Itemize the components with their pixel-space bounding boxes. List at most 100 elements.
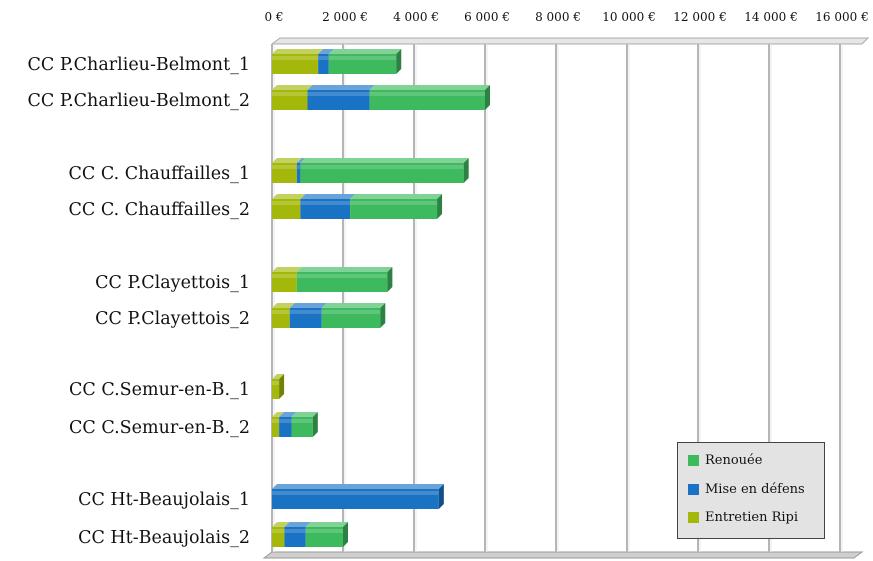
- bar-segment-highlight: [272, 274, 297, 278]
- category-label: CC C.Semur-en-B._1: [69, 380, 250, 400]
- bar-segment-top: [272, 522, 290, 527]
- bar-segment: [272, 417, 280, 437]
- bar-segment-highlight: [272, 491, 439, 495]
- bar-segment-highlight: [296, 165, 301, 169]
- plot-floor: [262, 551, 864, 559]
- legend-swatch-entretien-ripi: [688, 511, 699, 523]
- bar-segment-top: [318, 49, 334, 54]
- bar-segment-top: [272, 412, 285, 417]
- plot-top-edge: [270, 37, 870, 45]
- bar-segment-top: [279, 412, 297, 417]
- bar-end-face: [463, 158, 469, 183]
- bar-segment-highlight: [305, 529, 343, 533]
- bar-end-face: [343, 522, 348, 547]
- bar-segment-top: [289, 303, 327, 308]
- x-tick-label: 14 000 €: [744, 10, 797, 24]
- bar-segment-top: [272, 49, 324, 54]
- bar-segment-top: [272, 158, 302, 163]
- bar-end-face: [485, 85, 490, 110]
- bar-segment-top: [300, 194, 356, 199]
- bar-segment-top: [272, 267, 302, 272]
- bar-segment-top: [284, 522, 311, 527]
- bar-end-face: [279, 374, 285, 399]
- x-tick-label: 16 000 €: [815, 10, 868, 24]
- bar-segment-highlight: [272, 419, 280, 423]
- bar-segment-top: [307, 85, 375, 90]
- bar-segment-top: [305, 522, 348, 527]
- x-tick-label: 8 000 €: [535, 10, 581, 24]
- bar-segment-highlight: [272, 529, 285, 533]
- legend-swatch-renouee: [688, 454, 699, 466]
- bar-segment-highlight: [272, 310, 290, 314]
- bar-segment-top: [272, 303, 295, 308]
- legend-item-mise-en-defens: Mise en défens: [688, 480, 805, 498]
- category-label: CC C. Chauffailles_1: [69, 164, 250, 184]
- bar-segment-highlight: [300, 201, 351, 205]
- x-tick-label: 6 000 €: [464, 10, 510, 24]
- bar-segment-top: [300, 158, 469, 163]
- legend-item-entretien-ripi: Entretien Ripi: [688, 508, 798, 526]
- bar-segment-highlight: [291, 419, 313, 423]
- bar-segment-top: [328, 49, 402, 54]
- bar-segment-top: [291, 412, 318, 417]
- bar-segment: [318, 54, 329, 74]
- bar-segment-highlight: [272, 165, 297, 169]
- legend-label-mise-en-defens: Mise en défens: [705, 481, 805, 497]
- legend-label-entretien-ripi: Entretien Ripi: [705, 509, 798, 525]
- legend-item-renouee: Renouée: [688, 451, 762, 469]
- category-label: CC C.Semur-en-B._2: [69, 418, 250, 438]
- bar-end-face: [387, 267, 393, 292]
- legend-label-renouee: Renouée: [705, 452, 763, 468]
- x-tick-labels: 0 € 2 000 € 4 000 € 6 000 € 8 000 € 10 000 € 1…: [264, 10, 868, 24]
- bar-segment-top: [296, 158, 306, 163]
- bar-segment-top: [350, 194, 443, 199]
- x-tick-label: 0 €: [264, 10, 283, 24]
- category-label: CC P.Clayettois_2: [95, 309, 250, 329]
- bar-end-face: [380, 303, 386, 328]
- bar-segment-highlight: [328, 56, 397, 60]
- bar-segment-highlight: [289, 310, 322, 314]
- x-tick-label: 10 000 €: [602, 10, 655, 24]
- category-label: CC P.Charlieu-Belmont_2: [28, 91, 250, 111]
- bar-end-face: [437, 194, 443, 219]
- x-tick-label: 2 000 €: [322, 10, 368, 24]
- bar-segment-top: [272, 85, 313, 90]
- bar-end-face: [312, 412, 318, 437]
- bar-segment-highlight: [272, 381, 280, 385]
- category-label: CC C. Chauffailles_2: [69, 200, 250, 220]
- bar-segment-highlight: [272, 201, 301, 205]
- bar-segment-top: [296, 267, 393, 272]
- category-label: CC Ht-Beaujolais_2: [78, 528, 250, 548]
- bar-segment-highlight: [272, 56, 319, 60]
- bar-end-face: [438, 484, 444, 509]
- x-tick-label: 4 000 €: [393, 10, 439, 24]
- bar-segment-top: [272, 484, 444, 489]
- bar-segment-highlight: [318, 56, 329, 60]
- category-label: CC P.Charlieu-Belmont_1: [28, 55, 250, 75]
- bar-segment-highlight: [307, 92, 370, 96]
- category-label: CC Ht-Beaujolais_1: [78, 490, 250, 510]
- x-tick-label: 12 000 €: [673, 10, 726, 24]
- gridlines: [271, 44, 843, 552]
- bar-segment-highlight: [284, 529, 306, 533]
- bars: [272, 49, 490, 547]
- bar-segment-top: [272, 374, 285, 379]
- legend-swatch-mise-en-defens: [688, 483, 699, 495]
- bar-segment-highlight: [300, 165, 464, 169]
- bar-segment-highlight: [350, 201, 438, 205]
- bar-segment-highlight: [296, 274, 388, 278]
- bar-segment-highlight: [279, 419, 292, 423]
- bar-segment-highlight: [369, 92, 485, 96]
- category-label: CC P.Clayettois_1: [95, 273, 250, 293]
- legend: Renouée Mise en défens Entretien Ripi: [677, 442, 825, 539]
- category-labels: CC P.Charlieu-Belmont_1 CC P.Charlieu-Bel…: [28, 55, 250, 548]
- bar-end-face: [396, 49, 402, 74]
- bar-segment-top: [321, 303, 386, 308]
- bar-segment: [296, 163, 301, 183]
- bar-segment-top: [272, 194, 306, 199]
- bar-segment-top: [369, 85, 490, 90]
- bar-segment: [272, 379, 280, 399]
- bar-segment-highlight: [272, 92, 308, 96]
- bar-segment-highlight: [321, 310, 381, 314]
